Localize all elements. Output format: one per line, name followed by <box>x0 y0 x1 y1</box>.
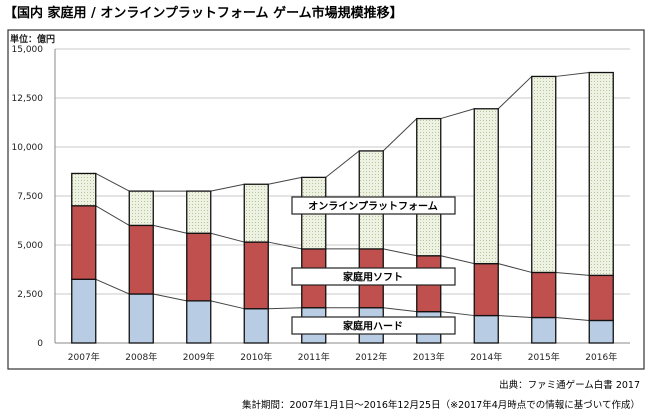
series-label-box <box>291 196 456 215</box>
series-label: 家庭用ハード <box>343 320 403 333</box>
bar-segment <box>531 271 557 319</box>
series-connector-line <box>498 315 532 319</box>
x-tick-label: 2009年 <box>183 351 215 363</box>
x-tick-label: 2013年 <box>413 351 445 363</box>
bar-segment <box>128 224 154 295</box>
bar-segment <box>473 108 499 265</box>
series-connector-line <box>153 293 187 302</box>
series-connector-line <box>440 311 475 317</box>
y-tick-label: 7,500 <box>17 192 43 202</box>
bar-segment <box>128 190 154 227</box>
series-label: 家庭用ソフト <box>343 271 403 284</box>
bar-segment <box>243 308 269 344</box>
bar-segment <box>128 293 154 344</box>
source-note: 出典：ファミ通ゲーム白書 2017 <box>499 379 640 391</box>
y-tick-label: 10,000 <box>12 143 44 153</box>
series-label-box <box>291 267 456 286</box>
series-label: オンラインプラットフォーム <box>308 200 437 213</box>
bar-segment <box>588 319 614 344</box>
x-tick-label: 2007年 <box>68 351 100 363</box>
bar-segment <box>71 205 97 280</box>
series-connector-line <box>440 108 475 120</box>
series-connector-line <box>95 205 130 226</box>
x-tick-label: 2010年 <box>240 351 272 363</box>
series-connector-line <box>268 176 302 185</box>
bar-segment <box>473 262 499 317</box>
series-connector-line <box>498 263 532 273</box>
bar-segment <box>243 183 269 243</box>
series-connector-line <box>95 278 130 295</box>
chart-title: 【国内 家庭用 / オンラインプラットフォーム ゲーム市場規模推移】 <box>4 5 403 21</box>
y-tick-label: 2,500 <box>17 290 43 300</box>
series-connector-line <box>440 255 475 265</box>
y-tick-label: 12,500 <box>12 94 44 104</box>
series-connector-line <box>268 307 302 310</box>
series-connector-line <box>382 118 418 152</box>
x-tick-label: 2008年 <box>125 351 157 363</box>
bar-segment <box>588 71 614 277</box>
series-connector-line <box>95 173 130 192</box>
x-tick-label: 2015年 <box>528 351 560 363</box>
x-tick-label: 2014年 <box>470 351 502 363</box>
bar-segment <box>531 75 557 274</box>
series-label-box <box>291 316 456 335</box>
series-connector-line <box>497 76 533 110</box>
series-connector-line <box>555 317 590 321</box>
bar-segment <box>243 241 269 310</box>
x-tick-label: 2011年 <box>298 351 330 363</box>
series-connector-line <box>383 307 417 313</box>
series-connector-line <box>210 300 245 310</box>
series-connector-line <box>153 224 187 234</box>
series-connector-line <box>210 183 245 192</box>
y-tick-label: 0 <box>37 339 43 349</box>
y-tick-label: 15,000 <box>12 45 44 55</box>
bar-segment <box>186 190 212 234</box>
series-connector-line <box>268 241 302 250</box>
bar-segment <box>71 172 97 207</box>
bar-segment <box>531 316 557 344</box>
bar-segment <box>186 232 212 302</box>
x-tick-label: 2016年 <box>585 351 617 363</box>
y-tick-label: 5,000 <box>17 241 43 251</box>
bar-segment <box>71 278 97 344</box>
series-connector-line <box>555 72 590 77</box>
series-connector-line <box>325 150 360 178</box>
bar-segment <box>588 274 614 322</box>
bar-segment <box>186 300 212 344</box>
series-connector-line <box>210 232 245 243</box>
x-tick-label: 2012年 <box>355 351 387 363</box>
period-note: 集計期間：2007年1月1日〜2016年12月25日（※2017年4月時点での情… <box>242 399 640 411</box>
series-connector-line <box>555 271 590 276</box>
bar-segment <box>416 117 442 257</box>
unit-label: 単位：億円 <box>10 33 55 45</box>
bar-segment <box>473 314 499 344</box>
series-connector-line <box>383 248 417 257</box>
